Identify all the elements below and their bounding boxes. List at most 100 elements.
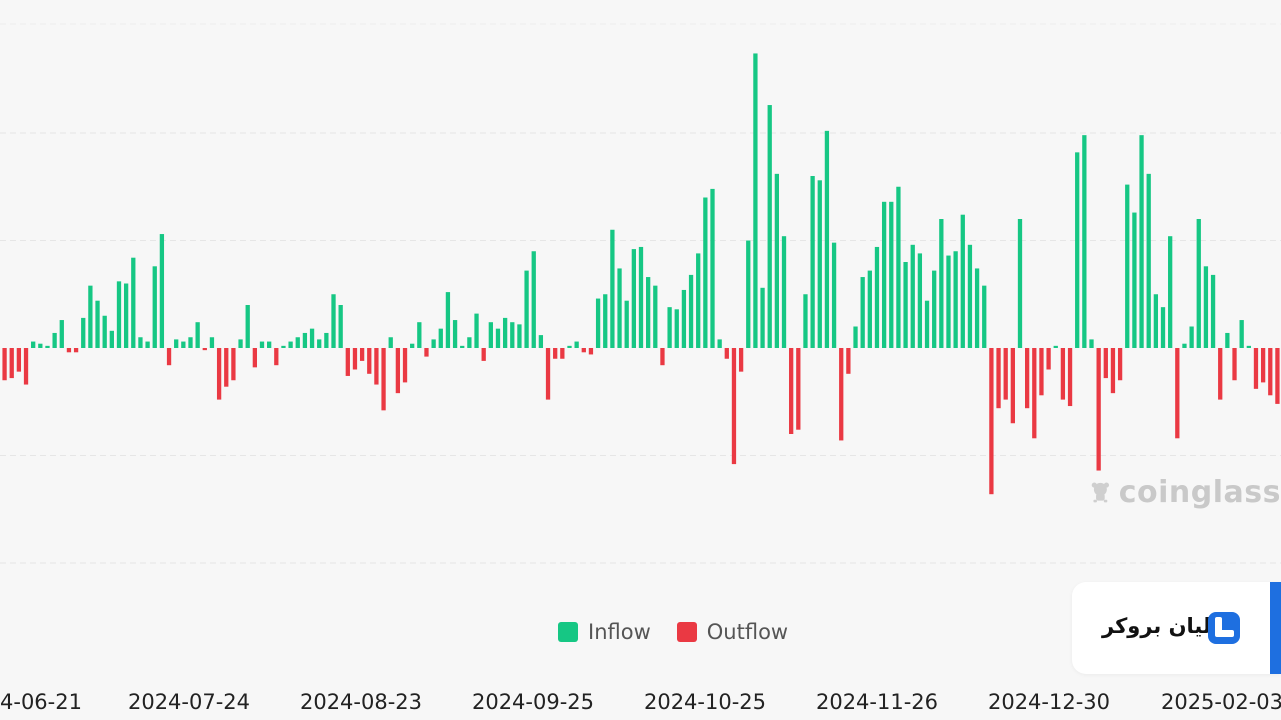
outflow-bar-102[interactable] — [731, 348, 737, 465]
outflow-bar-156[interactable] — [1117, 348, 1123, 381]
inflow-bar-173[interactable] — [1239, 320, 1244, 348]
inflow-bar-93[interactable] — [667, 307, 672, 348]
outflow-bar-2[interactable] — [16, 348, 22, 372]
inflow-bar-41[interactable] — [295, 337, 300, 348]
inflow-bar-162[interactable] — [1160, 307, 1166, 348]
inflow-bar-36[interactable] — [259, 341, 265, 348]
inflow-bar-130[interactable] — [932, 270, 937, 348]
inflow-bar-75[interactable] — [538, 335, 544, 348]
inflow-bar-24[interactable] — [174, 339, 179, 348]
inflow-bar-69[interactable] — [495, 328, 501, 348]
outflow-bar-56[interactable] — [402, 348, 408, 383]
outflow-bar-53[interactable] — [381, 348, 386, 411]
inflow-bar-161[interactable] — [1153, 294, 1159, 348]
legend-item-inflow[interactable]: Inflow — [558, 620, 651, 644]
outflow-bar-81[interactable] — [581, 348, 586, 353]
inflow-bar-113[interactable] — [810, 176, 815, 348]
inflow-bar-63[interactable] — [452, 320, 458, 348]
inflow-bar-114[interactable] — [817, 180, 822, 348]
inflow-bar-142[interactable] — [1017, 219, 1023, 348]
outflow-bar-178[interactable] — [1275, 348, 1280, 404]
outflow-bar-155[interactable] — [1110, 348, 1116, 394]
inflow-bar-70[interactable] — [502, 317, 508, 348]
inflow-bar-165[interactable] — [1182, 343, 1187, 348]
inflow-bar-29[interactable] — [209, 337, 215, 348]
outflow-bar-78[interactable] — [560, 348, 565, 359]
outflow-bar-111[interactable] — [796, 348, 801, 430]
inflow-bar-42[interactable] — [302, 332, 308, 348]
outflow-bar-67[interactable] — [481, 348, 486, 361]
outflow-bar-52[interactable] — [374, 348, 379, 385]
outflow-bar-82[interactable] — [588, 348, 594, 355]
inflow-bar-8[interactable] — [59, 320, 64, 348]
outflow-bar-101[interactable] — [724, 348, 729, 359]
inflow-bar-40[interactable] — [288, 341, 293, 348]
inflow-bar-125[interactable] — [896, 186, 901, 348]
outflow-bar-49[interactable] — [352, 348, 358, 370]
inflow-bar-104[interactable] — [746, 240, 751, 349]
inflow-bar-99[interactable] — [710, 188, 715, 348]
inflow-bar-158[interactable] — [1132, 212, 1137, 348]
outflow-bar-144[interactable] — [1032, 348, 1037, 439]
inflow-bar-64[interactable] — [460, 345, 465, 348]
inflow-bar-14[interactable] — [102, 315, 107, 348]
inflow-bar-159[interactable] — [1139, 135, 1144, 348]
inflow-bar-18[interactable] — [131, 257, 136, 348]
outflow-bar-48[interactable] — [345, 348, 350, 376]
inflow-bar-71[interactable] — [510, 322, 515, 348]
inflow-bar-119[interactable] — [853, 326, 858, 349]
outflow-bar-139[interactable] — [996, 348, 1001, 409]
inflow-bar-65[interactable] — [467, 337, 472, 348]
inflow-bar-16[interactable] — [116, 281, 122, 348]
inflow-bar-96[interactable] — [688, 274, 694, 348]
outflow-bar-176[interactable] — [1260, 348, 1266, 383]
inflow-bar-11[interactable] — [81, 317, 86, 348]
inflow-bar-61[interactable] — [438, 328, 443, 348]
outflow-bar-59[interactable] — [424, 348, 429, 357]
outflow-bar-153[interactable] — [1096, 348, 1101, 471]
inflow-bar-91[interactable] — [653, 285, 658, 348]
inflow-bar-26[interactable] — [188, 337, 193, 348]
legend-item-outflow[interactable]: Outflow — [676, 620, 788, 644]
outflow-bar-51[interactable] — [367, 348, 372, 374]
outflow-bar-92[interactable] — [660, 348, 665, 366]
inflow-bar-21[interactable] — [152, 266, 157, 348]
inflow-bar-66[interactable] — [474, 313, 479, 348]
inflow-bar-168[interactable] — [1203, 266, 1209, 348]
inflow-bar-112[interactable] — [803, 294, 808, 348]
outflow-bar-77[interactable] — [553, 348, 558, 359]
inflow-bar-97[interactable] — [696, 253, 701, 348]
inflow-bar-147[interactable] — [1053, 345, 1058, 348]
inflow-bar-72[interactable] — [517, 324, 522, 348]
outflow-bar-28[interactable] — [202, 348, 207, 351]
inflow-bar-74[interactable] — [531, 251, 536, 348]
inflow-bar-80[interactable] — [574, 341, 579, 348]
inflow-bar-95[interactable] — [681, 289, 687, 348]
inflow-bar-123[interactable] — [881, 201, 887, 348]
inflow-bar-6[interactable] — [45, 345, 50, 348]
inflow-bar-122[interactable] — [874, 246, 880, 348]
inflow-bar-34[interactable] — [245, 305, 250, 348]
inflow-bar-25[interactable] — [181, 341, 186, 348]
inflow-bar-58[interactable] — [417, 322, 422, 348]
inflow-bar-44[interactable] — [317, 339, 322, 348]
outflow-bar-10[interactable] — [73, 348, 79, 353]
outflow-bar-146[interactable] — [1046, 348, 1051, 370]
outflow-bar-76[interactable] — [545, 348, 551, 400]
inflow-bar-20[interactable] — [145, 341, 150, 348]
outflow-bar-117[interactable] — [839, 348, 844, 441]
inflow-bar-98[interactable] — [703, 197, 708, 349]
inflow-bar-107[interactable] — [767, 105, 772, 348]
inflow-bar-166[interactable] — [1189, 326, 1194, 349]
inflow-bar-43[interactable] — [309, 328, 315, 348]
inflow-bar-73[interactable] — [524, 270, 529, 348]
outflow-bar-118[interactable] — [846, 348, 851, 374]
inflow-bar-105[interactable] — [753, 53, 758, 348]
outflow-bar-3[interactable] — [23, 348, 29, 385]
outflow-bar-170[interactable] — [1218, 348, 1223, 400]
inflow-bar-62[interactable] — [445, 292, 451, 348]
inflow-bar-17[interactable] — [123, 283, 129, 349]
inflow-bar-157[interactable] — [1125, 184, 1130, 348]
inflow-bar-90[interactable] — [646, 277, 651, 348]
inflow-bar-4[interactable] — [31, 341, 36, 348]
